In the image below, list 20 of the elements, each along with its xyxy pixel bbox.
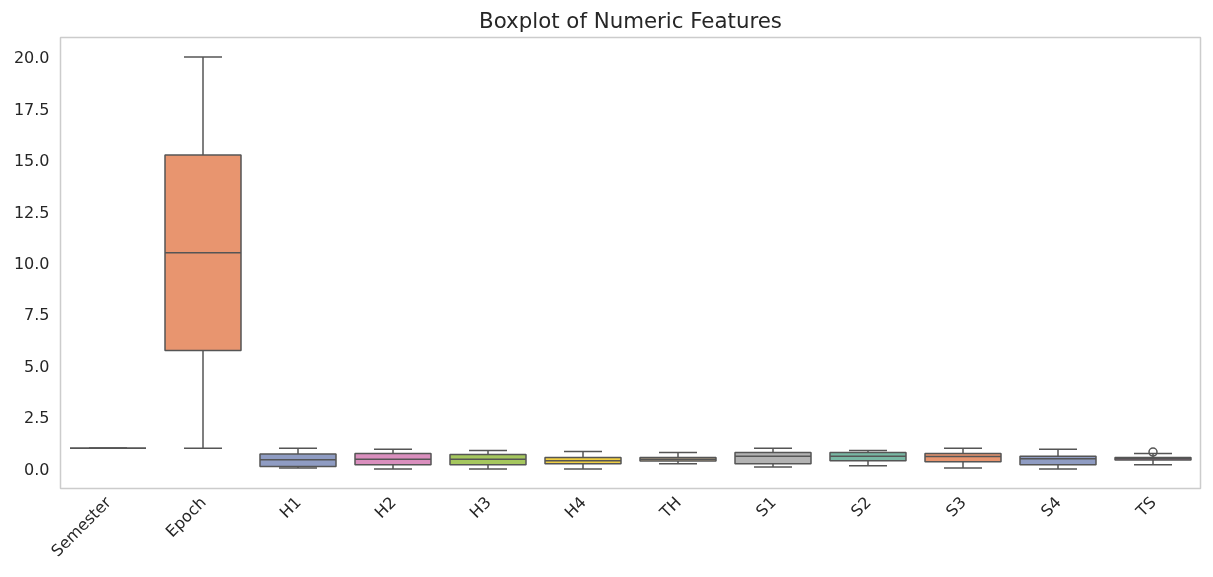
x-tick-label: TH xyxy=(655,492,685,523)
y-tick-label: 5.0 xyxy=(24,356,50,376)
y-tick-label: 15.0 xyxy=(13,151,50,171)
y-tick-label: 0.0 xyxy=(24,459,50,479)
y-tick-label: 17.5 xyxy=(13,99,50,119)
y-tick-label: 10.0 xyxy=(13,254,50,273)
chart-title: Boxplot of Numeric Features xyxy=(479,7,782,33)
y-tick-label: 12.5 xyxy=(13,202,50,222)
x-tick-label: S2 xyxy=(846,492,875,521)
x-tick-label: S4 xyxy=(1036,492,1065,521)
y-tick-label: 20.0 xyxy=(13,48,50,68)
x-tick-label: S1 xyxy=(751,492,780,521)
x-tick-label: H4 xyxy=(560,492,590,522)
x-tick-label: TS xyxy=(1131,492,1160,522)
y-tick-label: 2.5 xyxy=(24,408,50,428)
x-tick-label: H3 xyxy=(465,492,495,522)
x-tick-label: H1 xyxy=(275,492,305,522)
x-tick-label: S3 xyxy=(941,492,970,521)
x-tick-label: H2 xyxy=(370,492,400,522)
y-tick-label: 7.5 xyxy=(24,305,50,325)
